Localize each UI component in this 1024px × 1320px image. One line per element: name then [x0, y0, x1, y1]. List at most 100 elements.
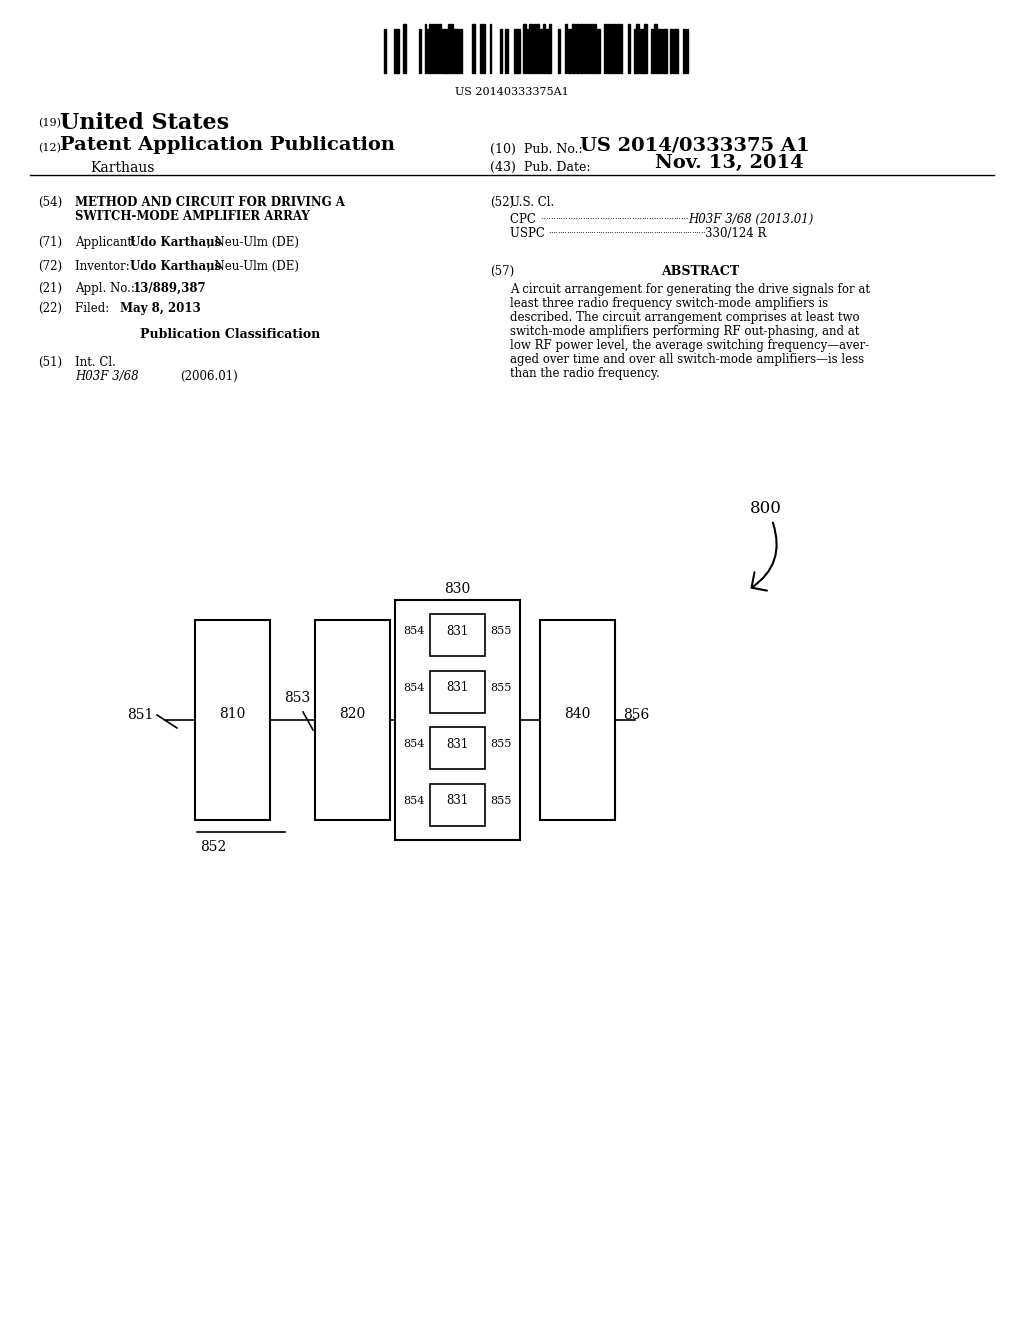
- Text: .: .: [695, 227, 698, 235]
- Text: .: .: [597, 213, 599, 220]
- Bar: [640, 29, 641, 73]
- Text: .: .: [641, 213, 643, 220]
- Text: .: .: [582, 213, 585, 220]
- Text: (71): (71): [38, 236, 62, 249]
- Text: 800: 800: [750, 500, 782, 517]
- Bar: [580, 24, 583, 73]
- Text: .: .: [564, 213, 567, 220]
- Text: .: .: [658, 213, 660, 220]
- Text: .: .: [560, 213, 562, 220]
- Text: 853: 853: [284, 690, 310, 705]
- Text: .: .: [671, 213, 673, 220]
- Text: 831: 831: [445, 738, 468, 751]
- Text: .: .: [637, 227, 640, 235]
- Bar: [549, 24, 551, 73]
- Bar: [584, 24, 587, 73]
- Text: Udo Karthaus: Udo Karthaus: [130, 260, 221, 273]
- Text: .: .: [691, 227, 693, 235]
- Text: .: .: [618, 213, 622, 220]
- Text: .: .: [606, 213, 609, 220]
- Text: , Neu-Ulm (DE): , Neu-Ulm (DE): [207, 260, 299, 273]
- Text: .: .: [601, 213, 604, 220]
- Text: METHOD AND CIRCUIT FOR DRIVING A: METHOD AND CIRCUIT FOR DRIVING A: [75, 195, 345, 209]
- Bar: [660, 29, 662, 73]
- Bar: [651, 29, 653, 73]
- Bar: [642, 29, 643, 73]
- Text: 856: 856: [623, 708, 649, 722]
- Text: .: .: [561, 227, 564, 235]
- Text: 855: 855: [490, 627, 511, 636]
- Text: 831: 831: [445, 681, 468, 694]
- Text: .: .: [657, 227, 660, 235]
- Bar: [451, 24, 453, 73]
- Text: .: .: [675, 227, 678, 235]
- Bar: [403, 24, 406, 73]
- Text: 851: 851: [127, 708, 153, 722]
- Text: .: .: [604, 227, 606, 235]
- Text: .: .: [671, 227, 674, 235]
- Bar: [384, 29, 385, 73]
- Bar: [432, 24, 434, 73]
- Text: Inventor:: Inventor:: [75, 260, 141, 273]
- Text: .: .: [555, 213, 557, 220]
- Bar: [393, 29, 396, 73]
- Text: .: .: [668, 213, 671, 220]
- Text: .: .: [675, 213, 678, 220]
- Text: 831: 831: [445, 795, 468, 807]
- FancyArrowPatch shape: [752, 523, 776, 590]
- Text: .: .: [622, 213, 624, 220]
- Bar: [540, 29, 542, 73]
- Text: .: .: [548, 213, 550, 220]
- Text: least three radio frequency switch-mode amplifiers is: least three radio frequency switch-mode …: [510, 297, 828, 310]
- Bar: [315, 620, 390, 820]
- Text: 810: 810: [219, 708, 245, 721]
- Bar: [528, 24, 531, 73]
- Text: .: .: [653, 227, 655, 235]
- Bar: [557, 29, 559, 73]
- Text: Karthaus: Karthaus: [90, 161, 155, 176]
- Bar: [445, 29, 447, 73]
- Bar: [653, 24, 656, 73]
- Text: .: .: [613, 213, 616, 220]
- Text: .: .: [601, 227, 604, 235]
- Text: 820: 820: [339, 708, 366, 721]
- Bar: [514, 29, 516, 73]
- Text: .: .: [594, 213, 597, 220]
- Text: .: .: [678, 213, 680, 220]
- Bar: [505, 29, 508, 73]
- Bar: [603, 24, 606, 73]
- Text: H03F 3/68 (2013.01): H03F 3/68 (2013.01): [688, 213, 813, 226]
- Text: low RF power level, the average switching frequency—aver-: low RF power level, the average switchin…: [510, 339, 869, 352]
- Text: .: .: [577, 227, 580, 235]
- Bar: [427, 29, 428, 73]
- Text: Patent Application Publication: Patent Application Publication: [60, 136, 395, 154]
- Bar: [665, 29, 667, 73]
- Bar: [611, 24, 612, 73]
- Text: .: .: [663, 213, 666, 220]
- Text: 855: 855: [490, 682, 511, 693]
- Bar: [435, 24, 438, 73]
- Text: .: .: [678, 227, 680, 235]
- Bar: [644, 24, 646, 73]
- Text: .: .: [655, 227, 657, 235]
- Text: .: .: [648, 213, 651, 220]
- Text: 831: 831: [445, 624, 468, 638]
- Text: .: .: [655, 213, 658, 220]
- Text: H03F 3/68: H03F 3/68: [75, 370, 138, 383]
- Text: .: .: [653, 213, 655, 220]
- Text: Int. Cl.: Int. Cl.: [75, 356, 116, 370]
- Text: .: .: [557, 227, 559, 235]
- Bar: [526, 29, 528, 73]
- Text: .: .: [586, 227, 589, 235]
- Bar: [657, 29, 660, 73]
- Text: CPC: CPC: [510, 213, 540, 226]
- Bar: [395, 601, 520, 840]
- Text: .: .: [646, 227, 649, 235]
- Text: .: .: [622, 227, 625, 235]
- Text: .: .: [626, 213, 629, 220]
- Text: .: .: [631, 227, 633, 235]
- Bar: [460, 29, 462, 73]
- Text: (21): (21): [38, 282, 62, 294]
- Text: .: .: [633, 227, 636, 235]
- Text: .: .: [587, 213, 590, 220]
